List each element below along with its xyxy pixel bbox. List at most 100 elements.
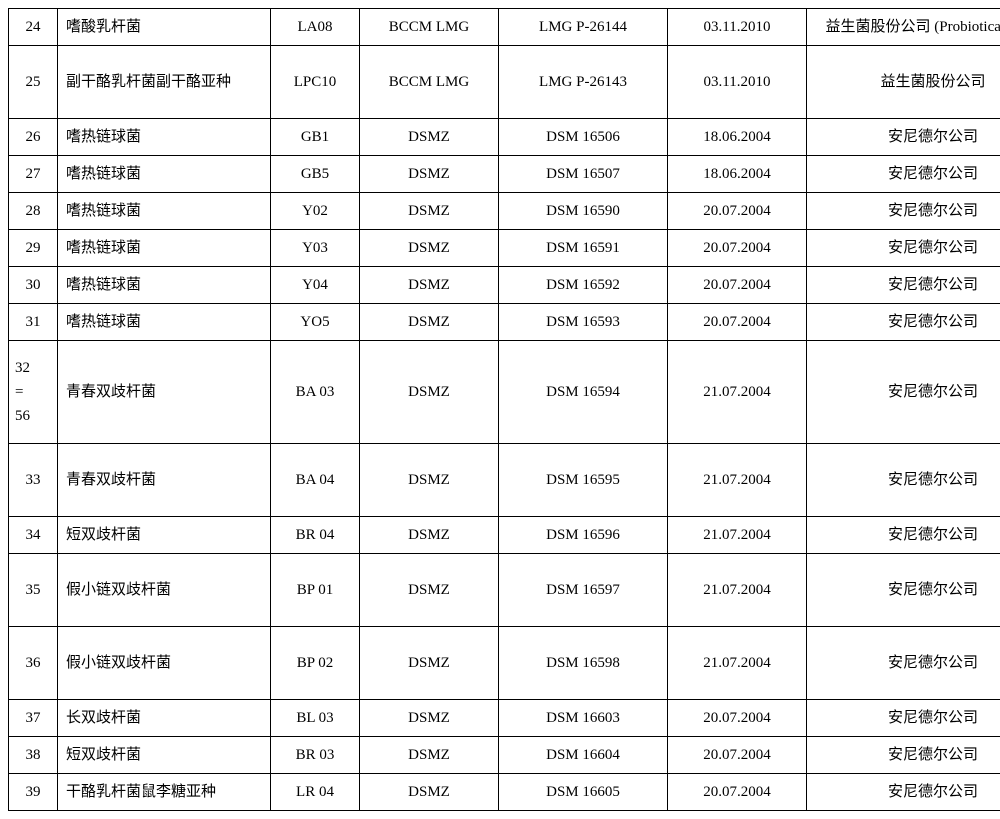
cell-num: 26 — [9, 119, 58, 156]
cell-code: GB5 — [271, 156, 360, 193]
cell-id: LMG P-26143 — [499, 46, 668, 119]
cell-name: 干酪乳杆菌鼠李糖亚种 — [58, 774, 271, 811]
table-row: 32 = 56青春双歧杆菌BA 03DSMZDSM 1659421.07.200… — [9, 341, 1000, 444]
table-row: 37长双歧杆菌BL 03DSMZDSM 1660320.07.2004安尼德尔公… — [9, 700, 1000, 737]
cell-code: GB1 — [271, 119, 360, 156]
cell-date: 03.11.2010 — [668, 9, 807, 46]
table-row: 38短双歧杆菌BR 03DSMZDSM 1660420.07.2004安尼德尔公… — [9, 737, 1000, 774]
cell-name: 嗜酸乳杆菌 — [58, 9, 271, 46]
cell-dep: DSMZ — [360, 737, 499, 774]
cell-dep: DSMZ — [360, 700, 499, 737]
cell-company: 安尼德尔公司 — [807, 230, 1000, 267]
cell-date: 21.07.2004 — [668, 554, 807, 627]
cell-code: LA08 — [271, 9, 360, 46]
cell-code: BP 01 — [271, 554, 360, 627]
cell-dep: DSMZ — [360, 627, 499, 700]
cell-name: 短双歧杆菌 — [58, 517, 271, 554]
cell-dep: DSMZ — [360, 304, 499, 341]
cell-id: DSM 16598 — [499, 627, 668, 700]
cell-code: Y02 — [271, 193, 360, 230]
table-row: 27嗜热链球菌GB5DSMZDSM 1650718.06.2004安尼德尔公司 — [9, 156, 1000, 193]
cell-name: 长双歧杆菌 — [58, 700, 271, 737]
table-row: 33青春双歧杆菌BA 04DSMZDSM 1659521.07.2004安尼德尔… — [9, 444, 1000, 517]
cell-company: 益生菌股份公司 (Probiotical SpA) — [807, 9, 1000, 46]
table-row: 35假小链双歧杆菌BP 01DSMZDSM 1659721.07.2004安尼德… — [9, 554, 1000, 627]
table-row: 28嗜热链球菌Y02DSMZDSM 1659020.07.2004安尼德尔公司 — [9, 193, 1000, 230]
cell-id: LMG P-26144 — [499, 9, 668, 46]
table-row: 34短双歧杆菌BR 04DSMZDSM 1659621.07.2004安尼德尔公… — [9, 517, 1000, 554]
cell-id: DSM 16603 — [499, 700, 668, 737]
cell-company: 安尼德尔公司 — [807, 444, 1000, 517]
strain-table: 24嗜酸乳杆菌LA08BCCM LMGLMG P-2614403.11.2010… — [8, 8, 1000, 811]
cell-date: 20.07.2004 — [668, 267, 807, 304]
cell-company: 安尼德尔公司 — [807, 156, 1000, 193]
cell-dep: BCCM LMG — [360, 46, 499, 119]
cell-date: 20.07.2004 — [668, 193, 807, 230]
cell-name: 嗜热链球菌 — [58, 156, 271, 193]
table-row: 25副干酪乳杆菌副干酪亚种LPC10BCCM LMGLMG P-2614303.… — [9, 46, 1000, 119]
table-row: 29嗜热链球菌Y03DSMZDSM 1659120.07.2004安尼德尔公司 — [9, 230, 1000, 267]
cell-id: DSM 16592 — [499, 267, 668, 304]
table-row: 36假小链双歧杆菌BP 02DSMZDSM 1659821.07.2004安尼德… — [9, 627, 1000, 700]
cell-name: 嗜热链球菌 — [58, 304, 271, 341]
cell-company: 安尼德尔公司 — [807, 774, 1000, 811]
table-row: 24嗜酸乳杆菌LA08BCCM LMGLMG P-2614403.11.2010… — [9, 9, 1000, 46]
cell-company: 安尼德尔公司 — [807, 119, 1000, 156]
cell-code: BR 03 — [271, 737, 360, 774]
cell-num: 37 — [9, 700, 58, 737]
cell-num: 33 — [9, 444, 58, 517]
cell-company: 益生菌股份公司 — [807, 46, 1000, 119]
cell-company: 安尼德尔公司 — [807, 267, 1000, 304]
cell-num: 30 — [9, 267, 58, 304]
cell-num: 27 — [9, 156, 58, 193]
cell-dep: DSMZ — [360, 554, 499, 627]
cell-num: 32 = 56 — [9, 341, 58, 444]
table-row: 26嗜热链球菌GB1DSMZDSM 1650618.06.2004安尼德尔公司 — [9, 119, 1000, 156]
cell-id: DSM 16593 — [499, 304, 668, 341]
cell-date: 20.07.2004 — [668, 304, 807, 341]
cell-code: BL 03 — [271, 700, 360, 737]
cell-num: 25 — [9, 46, 58, 119]
cell-date: 20.07.2004 — [668, 774, 807, 811]
cell-id: DSM 16604 — [499, 737, 668, 774]
cell-id: DSM 16596 — [499, 517, 668, 554]
table-row: 31嗜热链球菌YO5DSMZDSM 1659320.07.2004安尼德尔公司 — [9, 304, 1000, 341]
cell-date: 18.06.2004 — [668, 156, 807, 193]
cell-date: 21.07.2004 — [668, 444, 807, 517]
cell-code: LPC10 — [271, 46, 360, 119]
table-row: 30嗜热链球菌Y04DSMZDSM 1659220.07.2004安尼德尔公司 — [9, 267, 1000, 304]
cell-num: 31 — [9, 304, 58, 341]
cell-company: 安尼德尔公司 — [807, 517, 1000, 554]
cell-code: Y03 — [271, 230, 360, 267]
cell-code: Y04 — [271, 267, 360, 304]
cell-id: DSM 16605 — [499, 774, 668, 811]
cell-dep: DSMZ — [360, 267, 499, 304]
cell-date: 20.07.2004 — [668, 700, 807, 737]
cell-company: 安尼德尔公司 — [807, 627, 1000, 700]
cell-name: 短双歧杆菌 — [58, 737, 271, 774]
cell-date: 20.07.2004 — [668, 230, 807, 267]
cell-dep: DSMZ — [360, 193, 499, 230]
cell-date: 18.06.2004 — [668, 119, 807, 156]
cell-code: LR 04 — [271, 774, 360, 811]
cell-num: 34 — [9, 517, 58, 554]
cell-company: 安尼德尔公司 — [807, 737, 1000, 774]
cell-num: 29 — [9, 230, 58, 267]
cell-id: DSM 16591 — [499, 230, 668, 267]
cell-company: 安尼德尔公司 — [807, 700, 1000, 737]
cell-name: 嗜热链球菌 — [58, 119, 271, 156]
cell-dep: DSMZ — [360, 517, 499, 554]
cell-id: DSM 16507 — [499, 156, 668, 193]
cell-name: 副干酪乳杆菌副干酪亚种 — [58, 46, 271, 119]
cell-code: BP 02 — [271, 627, 360, 700]
cell-company: 安尼德尔公司 — [807, 341, 1000, 444]
cell-dep: BCCM LMG — [360, 9, 499, 46]
cell-code: YO5 — [271, 304, 360, 341]
cell-dep: DSMZ — [360, 774, 499, 811]
cell-name: 嗜热链球菌 — [58, 267, 271, 304]
cell-num: 39 — [9, 774, 58, 811]
cell-date: 20.07.2004 — [668, 737, 807, 774]
cell-name: 假小链双歧杆菌 — [58, 627, 271, 700]
cell-date: 21.07.2004 — [668, 627, 807, 700]
cell-id: DSM 16506 — [499, 119, 668, 156]
